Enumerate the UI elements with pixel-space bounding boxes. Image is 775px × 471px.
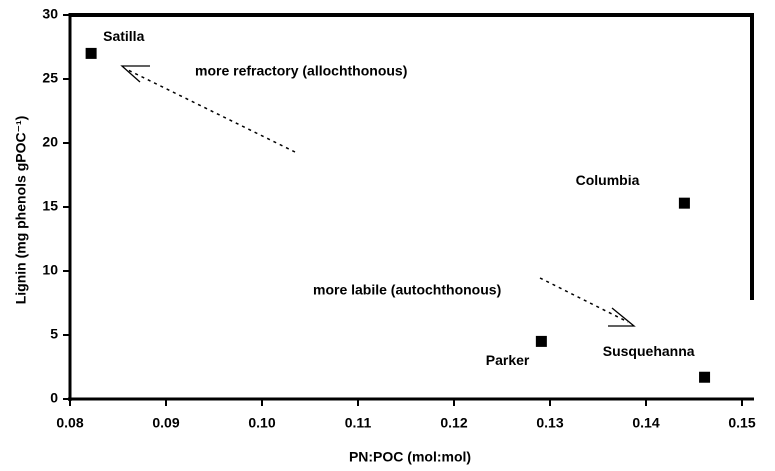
x-tick-label: 0.09 <box>152 415 179 431</box>
x-tick-label: 0.14 <box>632 415 659 431</box>
x-tick-label: 0.10 <box>248 415 275 431</box>
y-tick-label: 30 <box>42 6 58 22</box>
x-axis-label: PN:POC (mol:mol) <box>349 449 471 465</box>
x-tick-label: 0.11 <box>345 415 372 431</box>
point-label: Susquehanna <box>603 343 695 359</box>
annotation: more labile (autochthonous) <box>313 282 501 298</box>
y-tick-label: 0 <box>50 390 58 406</box>
x-tick-label: 0.13 <box>536 415 563 431</box>
point-label: Columbia <box>576 172 640 188</box>
point-label: Satilla <box>103 28 144 44</box>
y-tick-label: 15 <box>42 198 58 214</box>
x-tick-label: 0.15 <box>728 415 755 431</box>
y-tick-label: 10 <box>42 262 58 278</box>
y-tick-label: 5 <box>50 326 58 342</box>
y-axis-label: Lignin (mg phenols gPOC⁻¹) <box>13 116 29 305</box>
arrow-head <box>608 307 636 327</box>
y-tick-label: 20 <box>42 134 58 150</box>
annotation: more refractory (allochthonous) <box>195 63 407 79</box>
x-tick-label: 0.12 <box>440 415 467 431</box>
arrow-refractory <box>127 69 296 153</box>
arrow-head <box>120 65 150 83</box>
arrow-labile <box>539 277 629 323</box>
point-label: Parker <box>486 352 530 368</box>
point <box>535 335 547 347</box>
point <box>85 47 97 59</box>
x-tick-label: 0.08 <box>56 415 83 431</box>
point <box>678 197 690 209</box>
point <box>699 371 711 383</box>
y-tick-label: 25 <box>42 70 58 86</box>
